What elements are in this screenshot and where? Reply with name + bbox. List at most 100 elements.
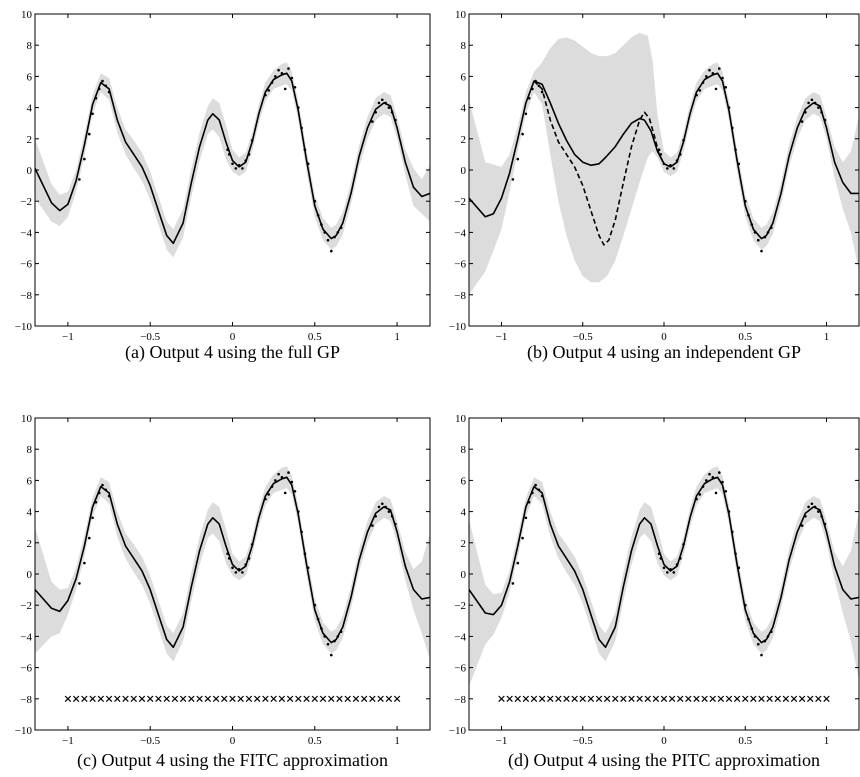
x-tick-label: 0: [230, 735, 236, 747]
observation-point: [326, 238, 330, 242]
x-tick-label: −1: [496, 331, 508, 343]
observation-point: [290, 480, 294, 484]
inducing-input-marker: [563, 695, 570, 703]
observation-point: [280, 72, 284, 75]
observation-point: [384, 505, 387, 509]
x-tick-label: 0.5: [738, 331, 752, 343]
y-tick-label: −8: [454, 694, 466, 706]
observation-point: [390, 515, 394, 518]
observation-point: [807, 505, 810, 509]
y-tick-label: 6: [461, 475, 467, 487]
inducing-input-marker: [336, 695, 343, 703]
observation-point: [766, 231, 770, 234]
inducing-input-marker: [733, 695, 741, 703]
observation-point: [394, 118, 397, 122]
inducing-input-marker: [571, 695, 578, 703]
observation-point: [244, 563, 247, 566]
observation-point: [381, 502, 384, 506]
inducing-input-marker: [538, 695, 546, 703]
observation-point: [226, 552, 229, 555]
observation-point: [250, 139, 254, 142]
y-tick-label: −8: [20, 290, 32, 302]
observation-point: [705, 479, 708, 482]
observation-point: [695, 93, 698, 97]
inducing-input-marker: [89, 695, 96, 703]
inducing-input-marker: [652, 695, 660, 703]
x-tick-label: −0.5: [140, 735, 160, 747]
observation-point: [708, 68, 711, 72]
observation-point: [666, 167, 669, 170]
observation-point: [384, 101, 387, 105]
x-tick-label: −1: [62, 331, 74, 343]
inducing-input-marker: [278, 695, 286, 703]
observation-point: [241, 571, 244, 574]
inducing-input-marker: [328, 695, 335, 703]
observation-point: [234, 167, 238, 170]
x-tick-label: 1: [824, 735, 830, 747]
observation-point: [264, 93, 267, 97]
observation-point: [757, 238, 760, 242]
inducing-input-marker: [196, 695, 203, 703]
observation-point: [521, 536, 524, 540]
inducing-input-marker: [717, 695, 725, 703]
observation-point: [527, 500, 531, 504]
inducing-input-marker: [146, 695, 154, 703]
observation-point: [524, 516, 528, 520]
observation-point: [97, 87, 101, 91]
y-tick-label: 8: [461, 40, 467, 52]
observation-point: [88, 536, 91, 540]
y-tick-label: 4: [461, 507, 467, 519]
observation-point: [287, 67, 290, 70]
observation-point: [820, 515, 823, 518]
observation-point: [750, 627, 754, 630]
observation-point: [516, 157, 520, 161]
observation-point: [714, 87, 718, 91]
observation-point: [250, 543, 254, 546]
inducing-input-marker: [155, 695, 162, 703]
observation-point: [270, 81, 274, 84]
observation-point: [247, 153, 251, 156]
panel-d-observations: [511, 471, 827, 657]
panel-d: −10 −8 −6 −4 −2 0 2 4 6 8 10 −1 −0.5 0 0.5 1 (d) Output …: [449, 413, 860, 771]
inducing-input-marker: [547, 695, 554, 703]
x-tick-label: 0.5: [308, 331, 322, 343]
panel-b-caption: (b) Output 4 using an independent GP: [527, 342, 801, 363]
inducing-input-marker: [677, 695, 684, 703]
observation-point: [300, 126, 303, 130]
observation-point: [227, 153, 231, 156]
panel-d-confidence-band: [469, 466, 859, 687]
observation-point: [757, 642, 760, 646]
observation-point: [659, 557, 663, 560]
observation-point: [387, 510, 391, 513]
y-tick-label: −6: [454, 663, 466, 675]
inducing-input-marker: [798, 695, 806, 703]
panel-c: −10 −8 −6 −4 −2 0 2 4 6 8 10 −1 −0.5 0 0.5 1 (c) Output …: [15, 413, 431, 771]
panel-b: −10 −8 −6 −4 −2 0 2 4 6 8 10 −1 −0.5 0 0.5 1 (b) Output …: [449, 9, 860, 363]
observation-point: [662, 162, 666, 166]
inducing-input-marker: [530, 695, 538, 703]
observation-point: [727, 106, 731, 109]
y-tick-label: −2: [20, 600, 32, 612]
y-tick-label: 10: [21, 9, 33, 21]
inducing-input-marker: [815, 695, 822, 703]
x-tick-label: −1: [496, 735, 508, 747]
inducing-input-marker: [514, 695, 521, 703]
observation-point: [303, 552, 307, 555]
observation-point: [817, 510, 820, 513]
y-tick-label: 2: [461, 538, 467, 550]
observation-point: [226, 148, 229, 151]
inducing-input-marker: [360, 695, 368, 703]
observation-point: [682, 139, 685, 142]
y-tick-label: −4: [454, 631, 466, 643]
panel-a-observations: [78, 67, 397, 253]
panel-d-inducing-inputs: [498, 695, 830, 703]
inducing-input-marker: [344, 695, 351, 703]
panel-a-caption: (a) Output 4 using the full GP: [125, 342, 340, 363]
inducing-input-marker: [253, 695, 261, 703]
inducing-input-marker: [385, 695, 393, 703]
x-tick-label: −1: [62, 735, 74, 747]
observation-point: [101, 483, 104, 487]
observation-point: [763, 235, 767, 239]
observation-point: [231, 162, 234, 166]
observation-point: [297, 106, 300, 109]
